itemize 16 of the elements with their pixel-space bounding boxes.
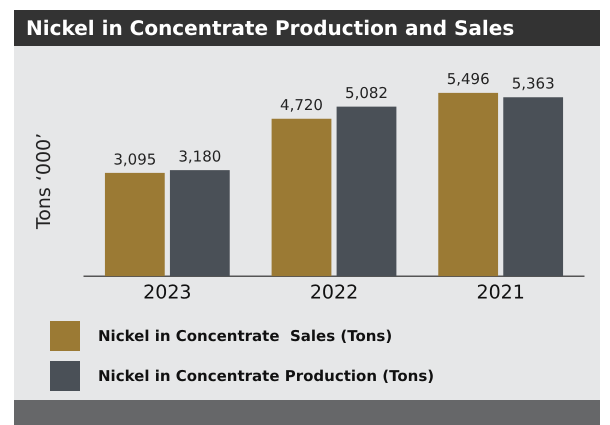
bar — [272, 118, 332, 276]
data-label: 4,720 — [280, 96, 323, 114]
bar — [438, 92, 498, 276]
data-label: 5,082 — [345, 84, 388, 102]
bar — [104, 172, 165, 276]
data-label: 5,496 — [446, 70, 490, 88]
y-axis-title: Tons ‘000’ — [33, 132, 56, 230]
x-tick-label: 2021 — [476, 282, 525, 304]
legend-label: Nickel in Concentrate Sales (Tons) — [98, 327, 392, 345]
data-label: 3,095 — [113, 150, 156, 168]
x-tick-label: 2023 — [143, 282, 192, 304]
x-tick-label: 2022 — [310, 282, 358, 304]
data-label: 5,363 — [512, 74, 555, 93]
legend-label: Nickel in Concentrate Production (Tons) — [98, 367, 434, 385]
data-label: 3,180 — [178, 147, 222, 166]
chart-title: Nickel in Concentrate Production and Sales — [14, 10, 600, 46]
